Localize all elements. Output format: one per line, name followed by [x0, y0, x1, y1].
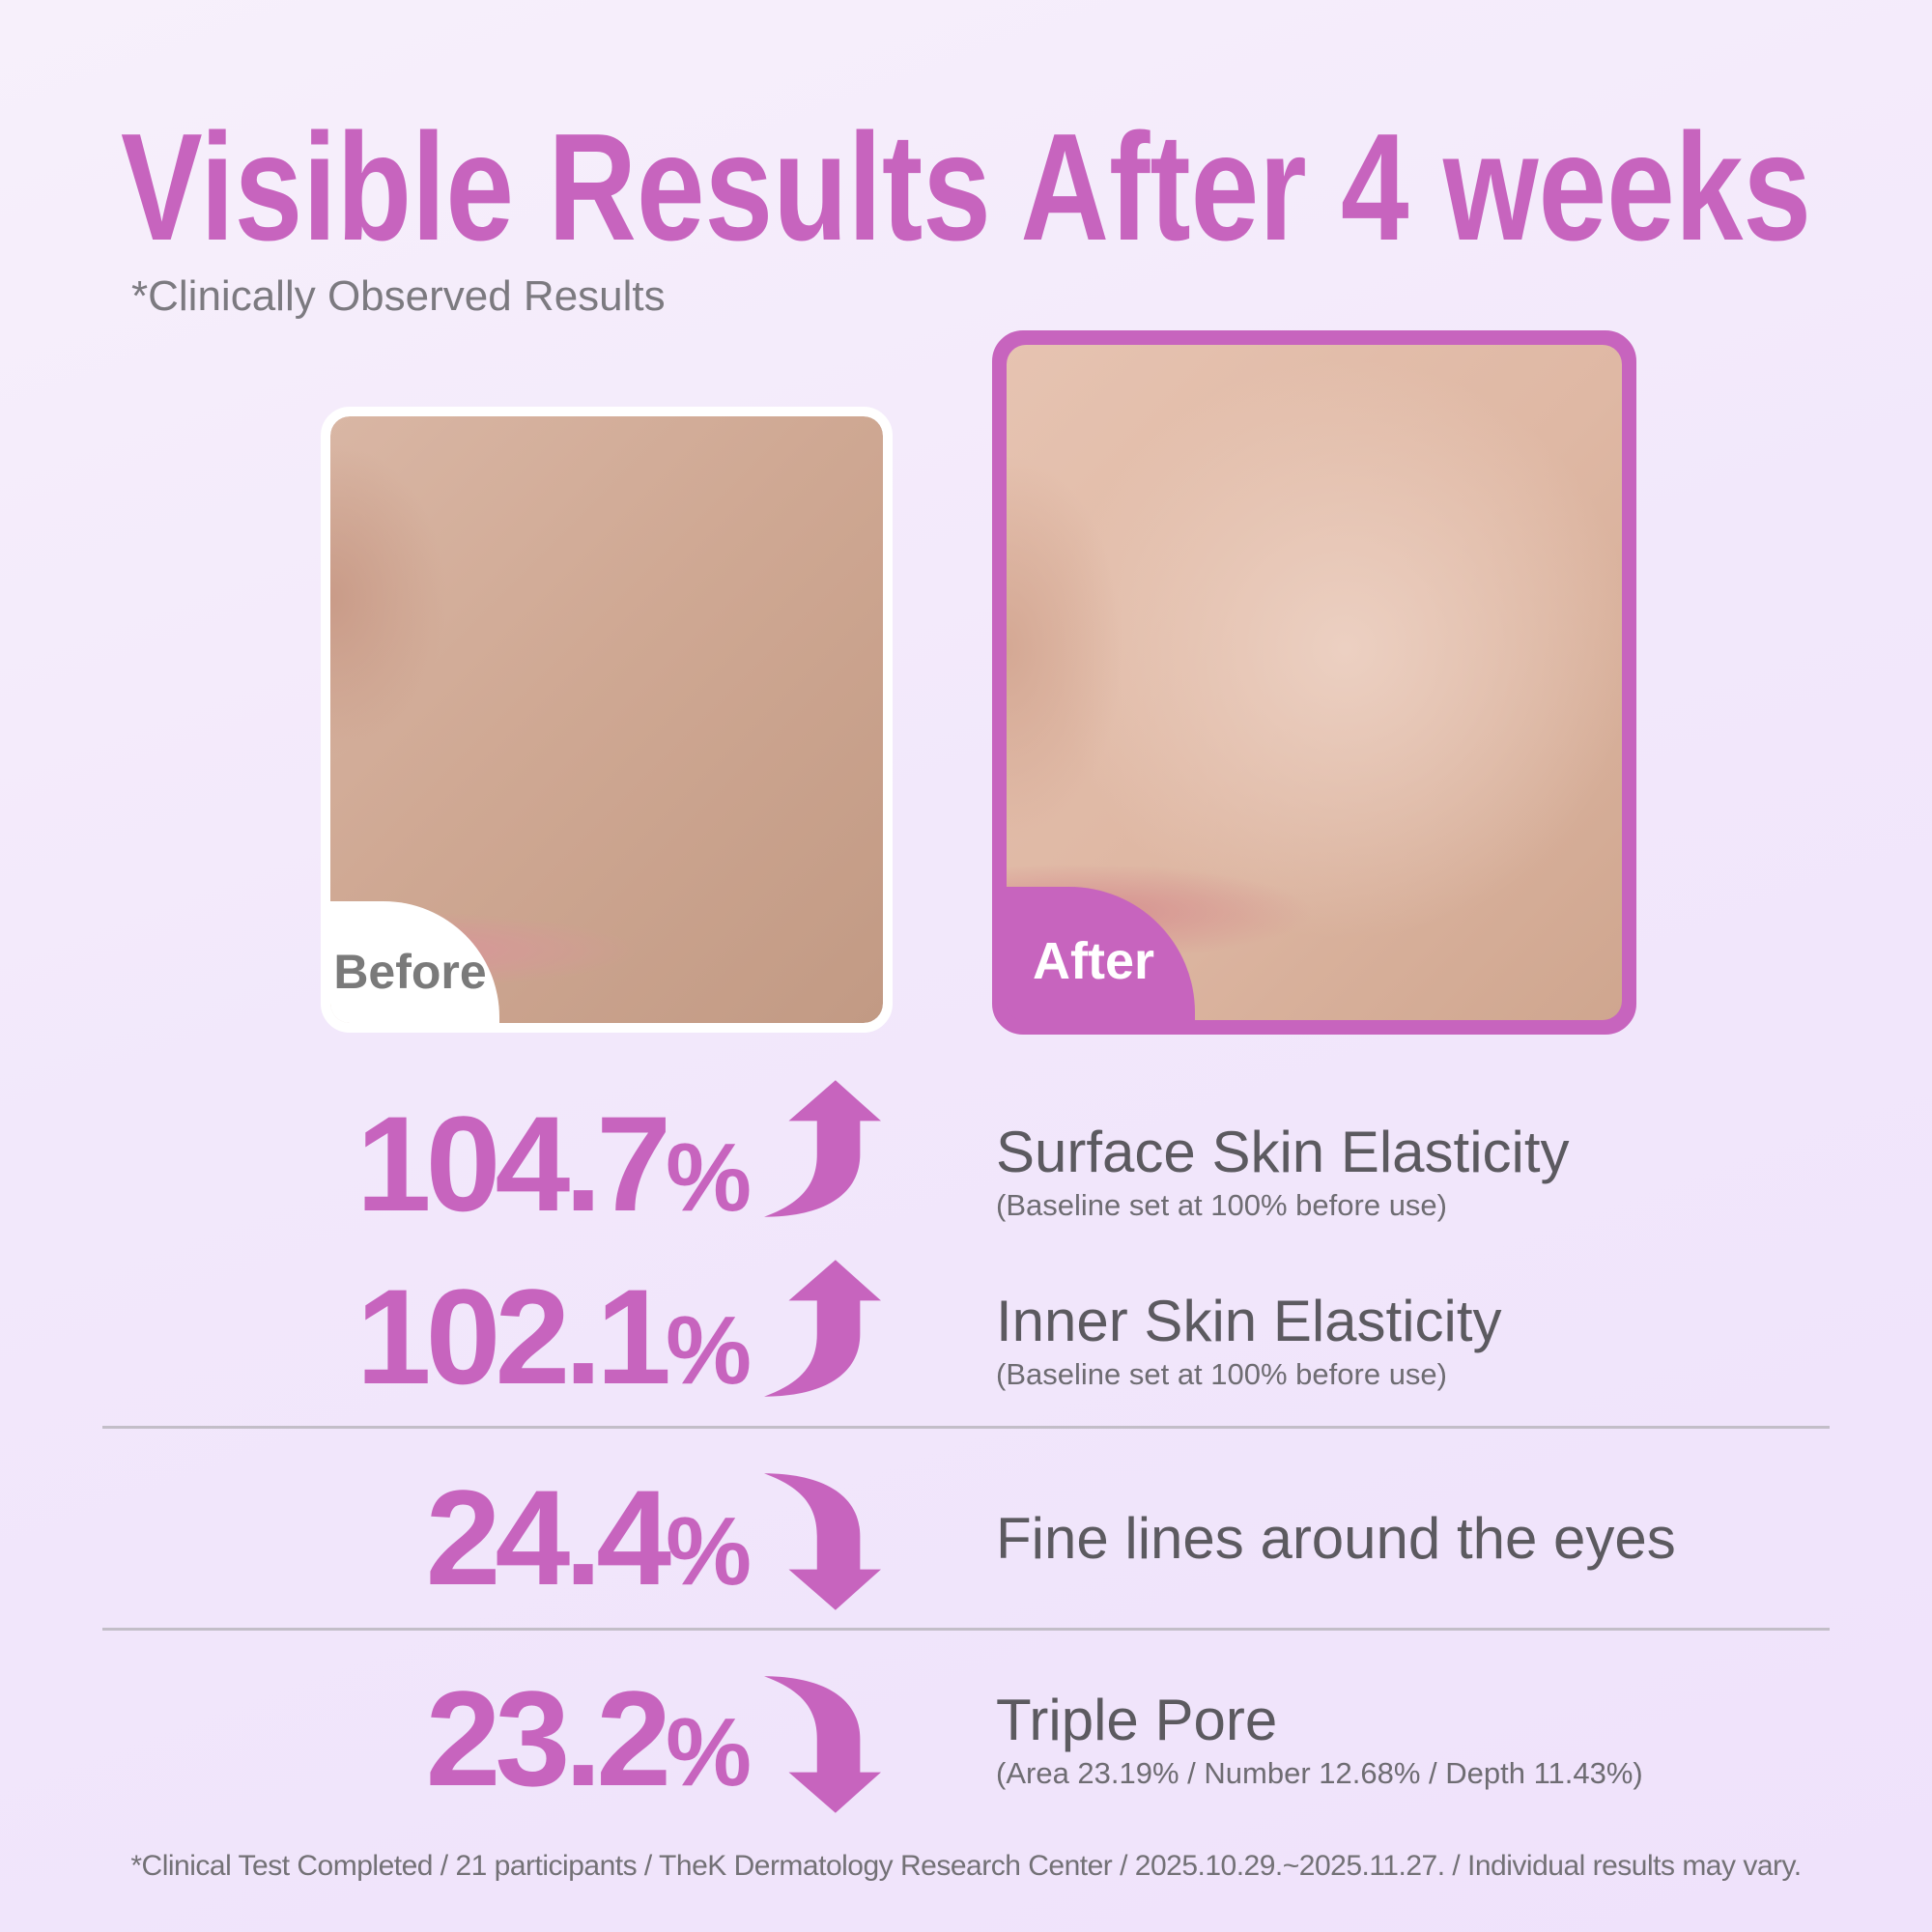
stat-note: (Baseline set at 100% before use)	[996, 1357, 1447, 1391]
stat-title: Inner Skin Elasticity	[996, 1289, 1502, 1353]
curved-up-arrow-icon	[764, 1260, 881, 1397]
stat-value: 24.4%	[425, 1462, 752, 1613]
stat-label: Surface Skin Elasticity (Baseline set at…	[996, 1121, 1570, 1223]
stat-label: Triple Pore (Area 23.19% / Number 12.68%…	[996, 1689, 1643, 1791]
stat-label: Inner Skin Elasticity (Baseline set at 1…	[996, 1290, 1502, 1392]
after-label: After	[1007, 887, 1195, 1020]
footer-disclaimer: *Clinical Test Completed / 21 participan…	[130, 1850, 1802, 1882]
curved-down-arrow-icon	[764, 1676, 881, 1813]
svg-text:Visible Results After 4 weeks: Visible Results After 4 weeks	[121, 116, 1811, 261]
after-photo: After	[992, 330, 1636, 1035]
stat-note: (Area 23.19% / Number 12.68% / Depth 11.…	[996, 1756, 1643, 1790]
stat-title: Triple Pore	[996, 1688, 1278, 1752]
stat-title: Fine lines around the eyes	[996, 1506, 1676, 1571]
stat-value: 23.2%	[425, 1662, 752, 1814]
stat-label: Fine lines around the eyes	[996, 1507, 1676, 1571]
curved-up-arrow-icon	[764, 1080, 881, 1217]
stat-value: 102.1%	[355, 1261, 752, 1412]
divider	[102, 1426, 1830, 1429]
page-title: Visible Results After 4 weeks	[121, 116, 1811, 261]
curved-down-arrow-icon	[764, 1473, 881, 1610]
stat-title: Surface Skin Elasticity	[996, 1120, 1570, 1184]
subtitle: *Clinically Observed Results	[131, 272, 666, 320]
before-photo: Before	[321, 407, 893, 1033]
divider	[102, 1628, 1830, 1631]
stat-note: (Baseline set at 100% before use)	[996, 1188, 1447, 1222]
stat-value: 104.7%	[355, 1088, 752, 1239]
